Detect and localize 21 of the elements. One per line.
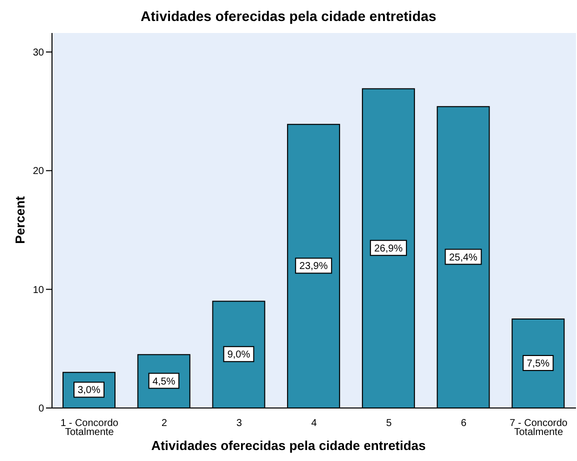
y-axis-title: Percent [12,196,28,244]
x-axis-title: Atividades oferecidas pela cidade entretidas [150,438,427,453]
y-tick-label: 0 [38,404,44,415]
data-label: 26,9% [374,243,403,254]
data-label: 4,5% [152,376,176,388]
chart-title: Atividades oferecidas pela cidade entretidas [140,8,438,24]
x-tick-label: 6 [460,418,467,429]
data-label: 3,0% [78,385,101,396]
data-label: 23,9% [299,261,328,272]
x-tick-label: 1 - Concordo Totalmente [60,418,119,438]
data-label: 9,0% [227,350,250,361]
x-tick-label: 5 [386,418,392,429]
data-label: 25,4% [449,252,478,264]
y-tick-label: 20 [32,166,44,178]
x-tick-label: 2 [162,418,168,429]
x-tick-label: 3 [236,418,242,429]
y-tick-label: 30 [32,48,44,59]
y-tick-label: 10 [32,284,44,296]
data-label: 7,5% [526,358,550,370]
x-tick-label: 4 [311,418,318,429]
x-tick-label: 7 - Concordo Totalmente [510,418,568,438]
